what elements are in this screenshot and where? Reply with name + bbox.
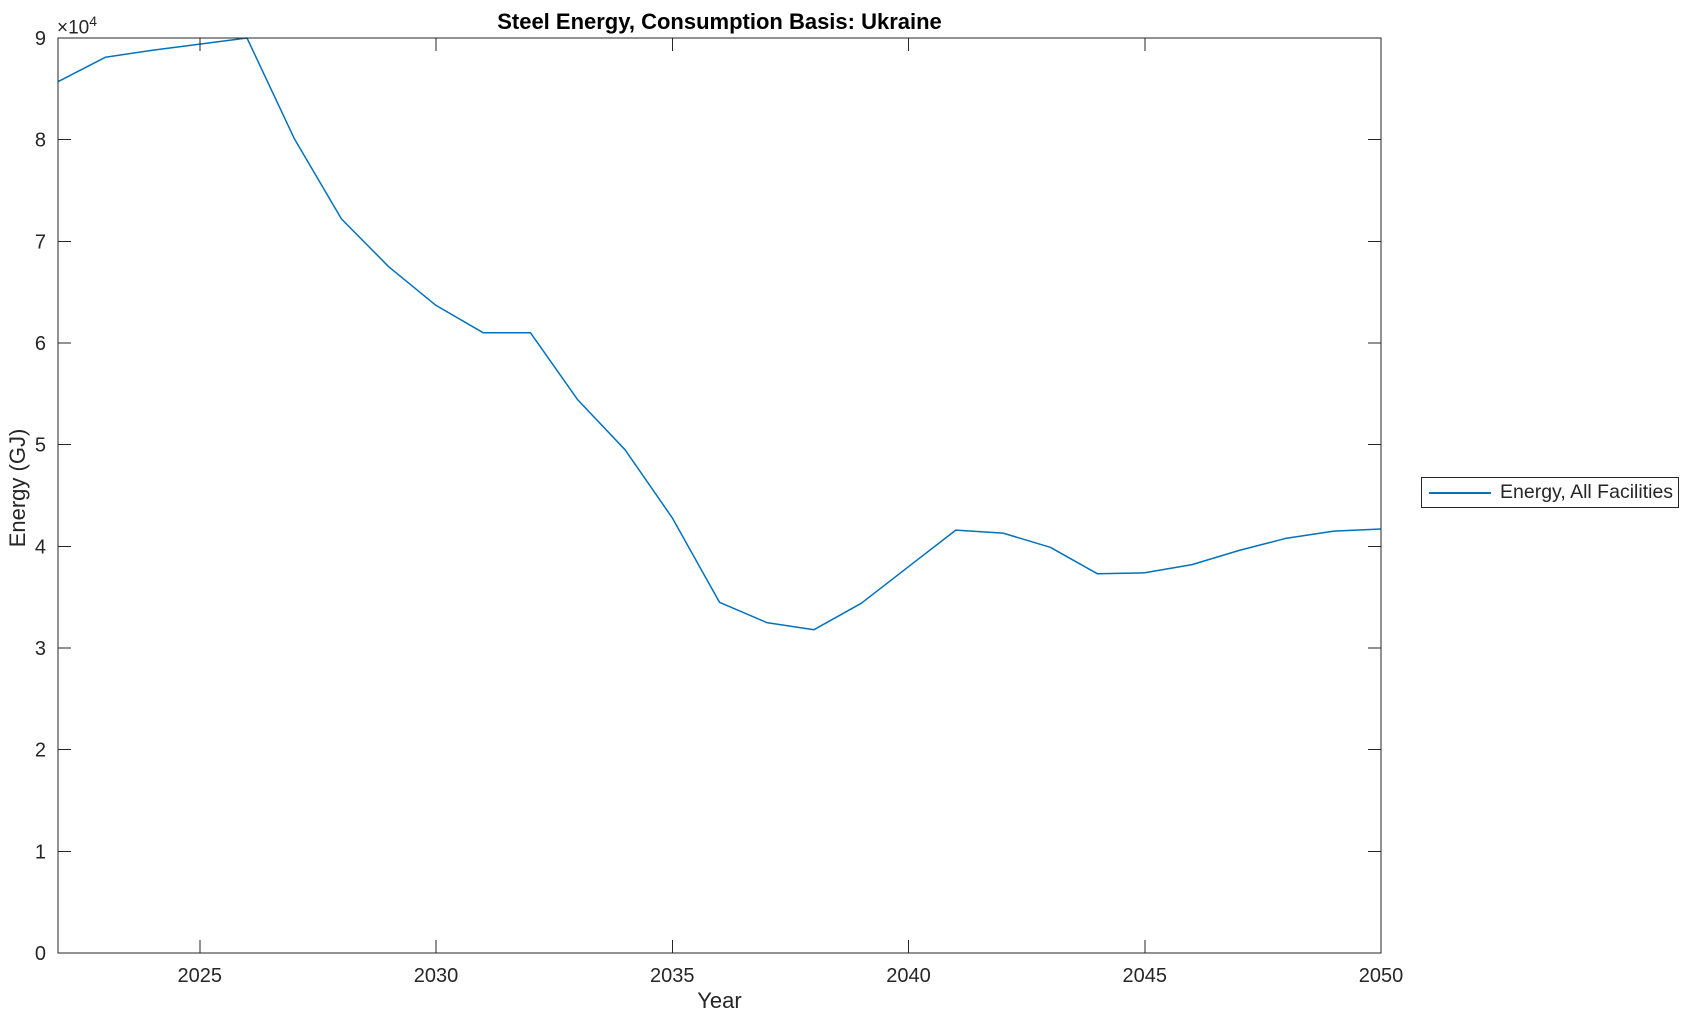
y-tick-label: 7 bbox=[35, 231, 46, 253]
data-line-energy-all-facilities bbox=[57, 37, 1382, 631]
x-tick-label: 2035 bbox=[650, 965, 695, 987]
y-tick-label: 3 bbox=[35, 638, 46, 660]
x-tick-label: 2025 bbox=[178, 965, 223, 987]
y-axis-exponent-label: ×104 bbox=[57, 13, 97, 39]
y-tick-label: 0 bbox=[35, 943, 46, 965]
y-tick-label: 8 bbox=[35, 130, 46, 152]
x-axis-label: Year bbox=[697, 988, 742, 1013]
x-tick-label: 2030 bbox=[414, 965, 459, 987]
legend-line-sample bbox=[1429, 491, 1491, 494]
y-axis-exponent-power: 4 bbox=[89, 13, 98, 29]
y-tick-label: 4 bbox=[35, 536, 46, 558]
y-tick-label: 5 bbox=[35, 435, 46, 457]
x-tick-label: 2045 bbox=[1123, 965, 1168, 987]
chart-title: Steel Energy, Consumption Basis: Ukraine bbox=[497, 9, 942, 34]
legend: Energy, All Facilities bbox=[1421, 477, 1679, 508]
x-tick-label: 2040 bbox=[886, 965, 931, 987]
y-tick-label: 1 bbox=[35, 841, 46, 863]
axes-box bbox=[57, 37, 1382, 954]
legend-item-label: Energy, All Facilities bbox=[1500, 481, 1674, 503]
x-tick-label: 2050 bbox=[1359, 965, 1404, 987]
y-axis-label: Energy (GJ) bbox=[5, 428, 30, 548]
y-tick-label: 9 bbox=[35, 28, 46, 50]
y-axis-exponent-base: ×10 bbox=[57, 17, 90, 39]
y-tick-label: 6 bbox=[35, 333, 46, 355]
y-tick-label: 2 bbox=[35, 740, 46, 762]
